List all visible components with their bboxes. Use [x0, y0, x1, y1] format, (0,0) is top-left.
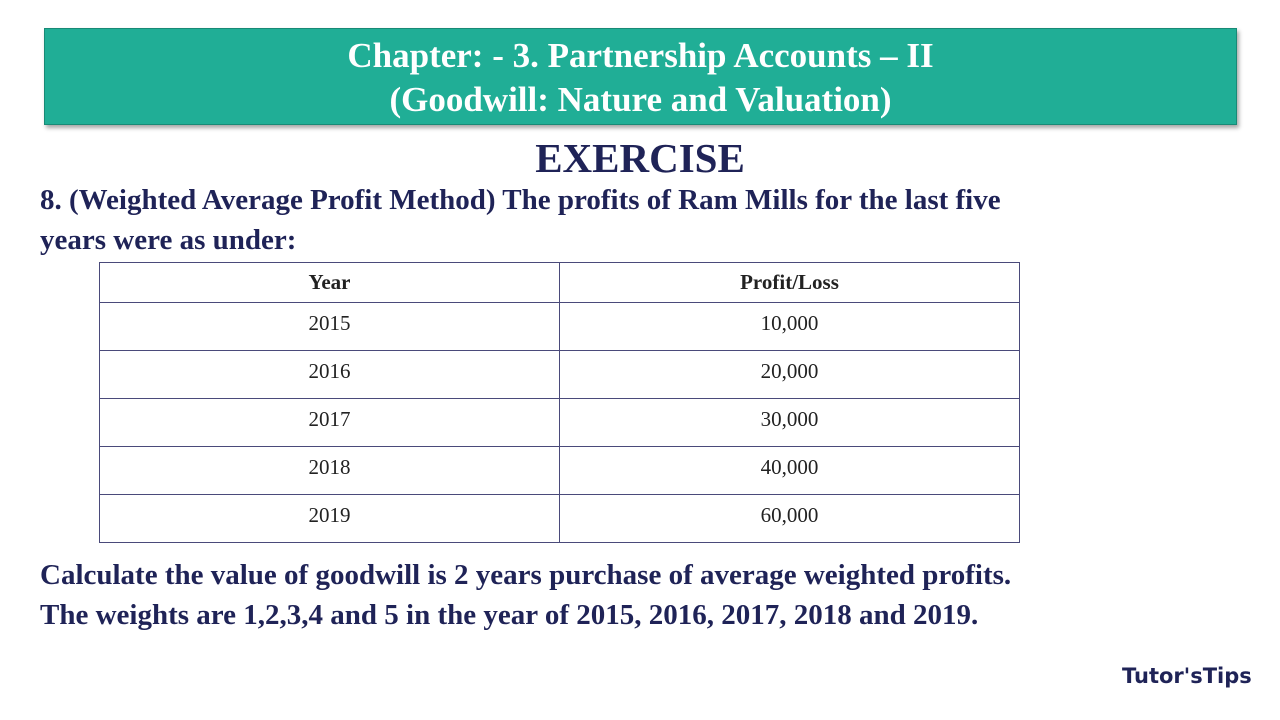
heading: EXERCISE: [535, 135, 745, 181]
question: 8. (Weighted Average Profit Method) The …: [40, 180, 1001, 260]
table-cell: 2019: [99, 494, 560, 543]
table-cell: 60,000: [559, 494, 1020, 543]
column-header: Profit/Loss: [559, 262, 1020, 303]
closing-line: The weights are 1,2,3,4 and 5 in the yea…: [40, 599, 979, 631]
table-row: 2018 40,000: [99, 446, 1020, 495]
table-body: 2015 10,000 2016 20,000 2017 30,000 2018 40,000…: [99, 302, 1020, 543]
question-line: 8. (Weighted Average Profit Method) The …: [40, 184, 1001, 216]
table-cell: 2018: [99, 446, 560, 495]
header-banner: Chapter: - 3. Partnership Accounts – II …: [44, 28, 1237, 125]
table-row: 2017 30,000: [99, 398, 1020, 447]
column-header: Year: [99, 262, 560, 303]
closing-line: Calculate the value of goodwill is 2 yea…: [40, 559, 1012, 591]
header-line: (Goodwill: Nature and Valuation): [389, 80, 892, 119]
table-row: 2016 20,000: [99, 350, 1020, 399]
table-cell: 40,000: [559, 446, 1020, 495]
table-cell: 2015: [99, 302, 560, 351]
header-line: Chapter: - 3. Partnership Accounts – II: [347, 36, 934, 75]
table-cell: 30,000: [559, 398, 1020, 447]
table-cell: 2017: [99, 398, 560, 447]
table-cell: 10,000: [559, 302, 1020, 351]
table-cell: 20,000: [559, 350, 1020, 399]
profit-table: Year Profit/Loss 2015 10,000 2016 20,000 201…: [99, 262, 1020, 543]
table-cell: 2016: [99, 350, 560, 399]
header-row: Year Profit/Loss: [99, 262, 1020, 303]
table-row: 2019 60,000: [99, 494, 1020, 543]
closing: Calculate the value of goodwill is 2 yea…: [40, 555, 1011, 635]
logo: Tutor'sTips: [1122, 664, 1252, 688]
question-line: years were as under:: [40, 224, 297, 256]
table-row: 2015 10,000: [99, 302, 1020, 351]
